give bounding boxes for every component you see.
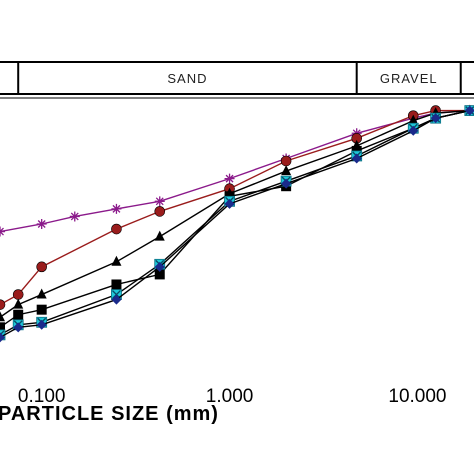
x-axis: 0.100 1.000 10.000 — [18, 386, 447, 407]
x-tick-label: 0.100 — [18, 386, 66, 407]
data-point — [430, 113, 441, 124]
data-point — [13, 298, 24, 309]
data-point — [36, 288, 47, 299]
data-point — [408, 125, 419, 136]
data-point — [13, 322, 24, 333]
data-point — [224, 173, 235, 184]
soil-classification-band: SAND GRAVEL — [0, 61, 474, 95]
band-label-sand: SAND — [167, 71, 207, 86]
x-axis-title: PARTICLE SIZE (mm) — [0, 403, 219, 425]
data-point — [36, 219, 47, 229]
data-point — [0, 311, 5, 322]
data-point — [111, 203, 122, 214]
x-tick-label: 1.000 — [206, 386, 254, 407]
data-point — [281, 178, 292, 189]
data-point — [351, 153, 362, 164]
data-point — [154, 206, 166, 217]
data-point — [0, 299, 6, 310]
band-label-gravel: GRAVEL — [380, 71, 438, 86]
data-point — [280, 155, 292, 167]
data-point — [154, 269, 165, 280]
data-point — [464, 105, 474, 116]
data-point — [281, 165, 292, 176]
data-point — [154, 196, 165, 207]
data-point — [111, 294, 122, 305]
data-point — [154, 261, 165, 272]
data-point — [408, 114, 419, 125]
data-point — [0, 322, 5, 333]
x-tick-label: 10.000 — [388, 386, 446, 407]
series-group — [0, 104, 474, 343]
data-point — [111, 223, 122, 235]
data-point — [154, 230, 165, 241]
data-point — [12, 289, 24, 300]
series-5 — [0, 105, 474, 343]
data-point — [0, 332, 5, 343]
data-point — [69, 211, 80, 222]
data-point — [36, 319, 47, 330]
data-point — [36, 261, 47, 273]
data-point — [111, 279, 122, 290]
data-point — [36, 304, 47, 315]
data-point — [13, 309, 24, 320]
data-point — [111, 255, 122, 266]
data-point — [224, 198, 235, 209]
